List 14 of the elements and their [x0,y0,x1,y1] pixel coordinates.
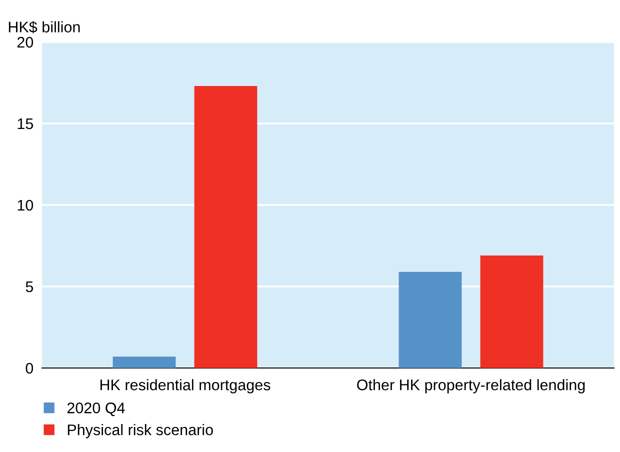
y-axis-title: HK$ billion [8,21,80,34]
bar [480,256,544,368]
y-tick-label: 0 [26,362,34,374]
y-tick-label: 20 [17,36,34,48]
legend-label: Physical risk scenario [68,424,213,438]
bar [112,356,176,368]
bar [194,86,258,368]
legend-label: 2020 Q4 [67,402,125,416]
y-tick-label: 15 [18,118,34,130]
x-tick-label: HK residential mortgages [100,379,270,394]
bar [398,272,462,368]
y-tick-label: 10 [18,200,34,211]
y-tick-label: 5 [26,282,34,292]
x-tick-label: Other HK property-related lending [357,379,585,394]
